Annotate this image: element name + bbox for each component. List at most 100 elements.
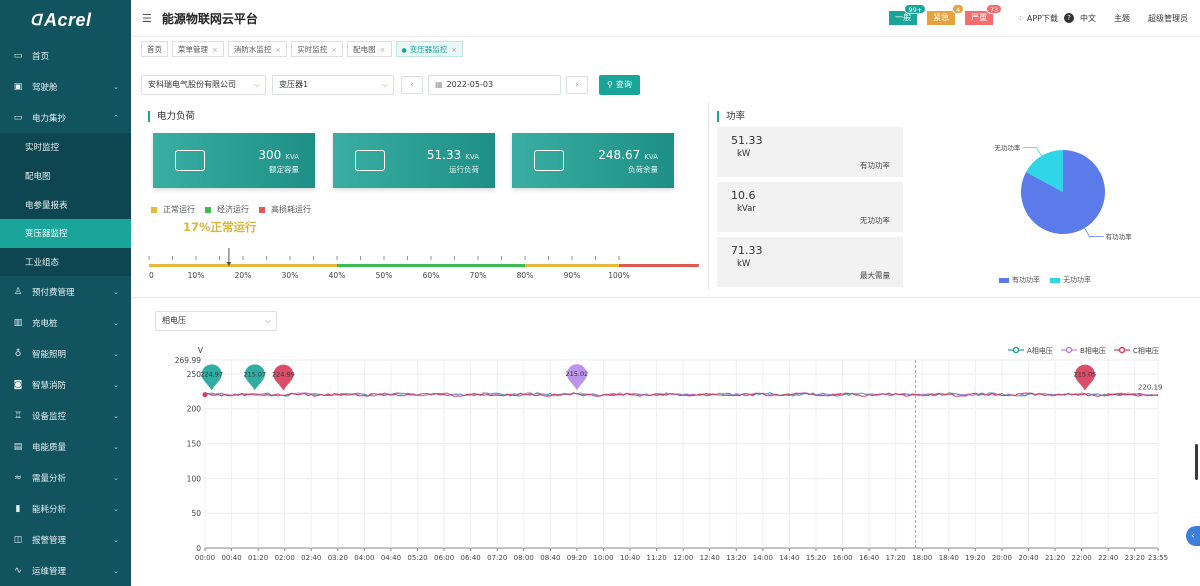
x-tick-label: 10:40 [620,554,640,562]
sidebar-item-11[interactable]: ◙ 智慧消防 ⌄ [0,369,131,400]
sidebar-item-13[interactable]: ▤ 电能质量 ⌄ [0,431,131,462]
chevron-down-icon: ⌄ [113,82,119,91]
x-tick-label: 06:40 [461,554,481,562]
chevron-down-icon: ⌄ [113,504,119,513]
fire-icon: ◙ [13,379,23,390]
sidebar-item-3[interactable]: 实时监控 [0,133,131,162]
close-icon[interactable]: × [275,45,282,54]
sidebar-item-1[interactable]: ▣ 驾驶舱 ⌄ [0,71,131,102]
alarm-badge-2[interactable]: 严重 73 [965,4,1003,25]
load-status-text: 17%正常运行 [183,220,257,234]
gauge-scale-label: 90% [564,271,581,280]
company-select[interactable]: 安科瑞电气股份有限公司 ⌵ [141,75,266,95]
legend-label: B相电压 [1080,346,1106,355]
value-marker-pin [273,364,294,391]
scroll-indicator[interactable] [1195,444,1198,480]
tab-5[interactable]: 变压器监控× [395,40,464,57]
power-label: 有功功率 [860,161,890,170]
sidebar-item-6[interactable]: 变压器监控 [0,219,131,248]
query-button[interactable]: ⚲ 查询 [599,75,640,95]
card-unit: KVA [285,153,299,161]
bar-chart-icon: ▮ [15,503,21,514]
power-section-title: 功率 [717,111,745,122]
sidebar-item-17[interactable]: ∿ 运维管理 ⌄ [0,555,131,586]
theme-switch[interactable]: 主题 [1114,13,1130,23]
sidebar-item-label: 工业组态 [25,258,60,269]
horizontal-divider [131,297,1200,298]
legend-label: A相电压 [1027,346,1053,355]
quality-icon: ▤ [13,441,23,452]
user-menu[interactable]: 超级管理员 [1148,13,1188,23]
user-icon: ♙ [13,286,23,297]
x-tick-label: 02:40 [301,554,321,562]
alarm-badge-0[interactable]: 一般 99+ [889,4,927,25]
sidebar-item-9[interactable]: ▥ 充电桩 ⌄ [0,307,131,338]
dashboard-icon: ▣ [13,81,23,92]
language-switch[interactable]: 中文 [1080,13,1096,23]
app-download-link[interactable]: ⁘ APP下载 [1017,13,1058,23]
voltage-type-select[interactable]: 相电压 ⌵ [155,311,277,331]
alarm-badge-1[interactable]: 紧急 4 [927,4,965,25]
close-icon[interactable]: × [331,45,338,54]
sidebar-item-15[interactable]: ▮ 能耗分析 ⌄ [0,493,131,524]
tab-2[interactable]: 消防水监控 × [227,40,288,57]
x-tick-label: 12:00 [673,554,693,562]
chart-legend-item: B相电压 [1061,346,1106,355]
power-box: 51.33 kW 有功功率 [717,127,903,177]
tab-4[interactable]: 配电图 × [347,40,392,57]
power-box: 10.6 kVar 无功功率 [717,182,903,232]
gauge-scale-label: 10% [188,271,205,280]
menu-fold-icon[interactable]: ☰ [142,11,152,25]
legend-dot [1065,346,1073,354]
sidebar-item-8[interactable]: ♙ 预付费管理 ⌄ [0,276,131,307]
sidebar-item-14[interactable]: ≈ 需量分析 ⌄ [0,462,131,493]
y-axis-unit: V [198,346,204,355]
tab-3[interactable]: 实时监控 × [291,40,344,57]
x-tick-label: 05:20 [407,554,427,562]
sidebar-item-12[interactable]: ♖ 设备监控 ⌄ [0,400,131,431]
gauge-pointer-head [226,262,232,266]
tab-0[interactable]: 首页 [141,40,168,57]
next-date-button[interactable]: › [566,76,588,94]
alarm-count: 99+ [904,4,927,14]
gauge-scale-label: 40% [329,271,346,280]
tab-1[interactable]: 菜单管理 × [172,40,224,57]
sidebar-item-16[interactable]: ◫ 报警管理 ⌄ [0,524,131,555]
x-tick-label: 12:40 [700,554,720,562]
y-tick-label: 100 [187,474,202,483]
prev-date-button[interactable]: ‹ [401,76,423,94]
x-tick-label: 02:00 [275,554,295,562]
transformer-select[interactable]: 变压器1 ⌵ [272,75,394,95]
x-tick-label: 04:00 [354,554,374,562]
alarm-count: 73 [985,4,1003,14]
series-line [204,392,1159,397]
sidebar-item-10[interactable]: ♁ 智能照明 ⌄ [0,338,131,369]
chevron-down-icon: ⌄ [113,535,119,544]
sidebar-item-4[interactable]: 配电图 [0,161,131,191]
x-tick-label: 20:00 [992,554,1012,562]
card-unit: KVA [465,153,479,161]
marker-label: 215.07 [243,370,266,378]
sidebar-item-0[interactable]: ▭ 首页 [0,40,131,71]
close-icon[interactable]: × [212,45,218,54]
power-label: 无功功率 [860,216,890,225]
grid-icon: ⁘ [1017,13,1024,23]
gauge-scale-label: 70% [470,271,487,280]
sidebar-menu: ▭ 首页 ▣ 驾驶舱 ⌄ ▭ 电力集抄 ⌃ 实时监控 配电图 电参量报表 变压器监控工业组态 ♙ 预付费管… [0,40,131,586]
chevron-down-icon: ⌵ [264,316,271,325]
main-content: 安科瑞电气股份有限公司 ⌵ 变压器1 ⌵ ‹ ▦ 2022-05-03 › ⚲ 查询 电… [131,60,1200,586]
help-icon[interactable]: ? [1064,13,1074,23]
sidebar-item-2[interactable]: ▭ 电力集抄 ⌃ [0,102,131,133]
close-icon[interactable]: × [451,45,458,54]
marker-label: 215.05 [1074,371,1097,379]
sidebar-item-7[interactable]: 工业组态 [0,247,131,277]
chart-icon [175,150,205,171]
side-panel-toggle[interactable]: ‹ [1186,526,1200,546]
close-icon[interactable]: × [379,45,386,54]
date-picker[interactable]: ▦ 2022-05-03 [428,75,561,95]
power-value: 71.33 [731,244,763,257]
sidebar-item-5[interactable]: 电参量报表 [0,190,131,220]
legend-swatch [151,206,157,213]
